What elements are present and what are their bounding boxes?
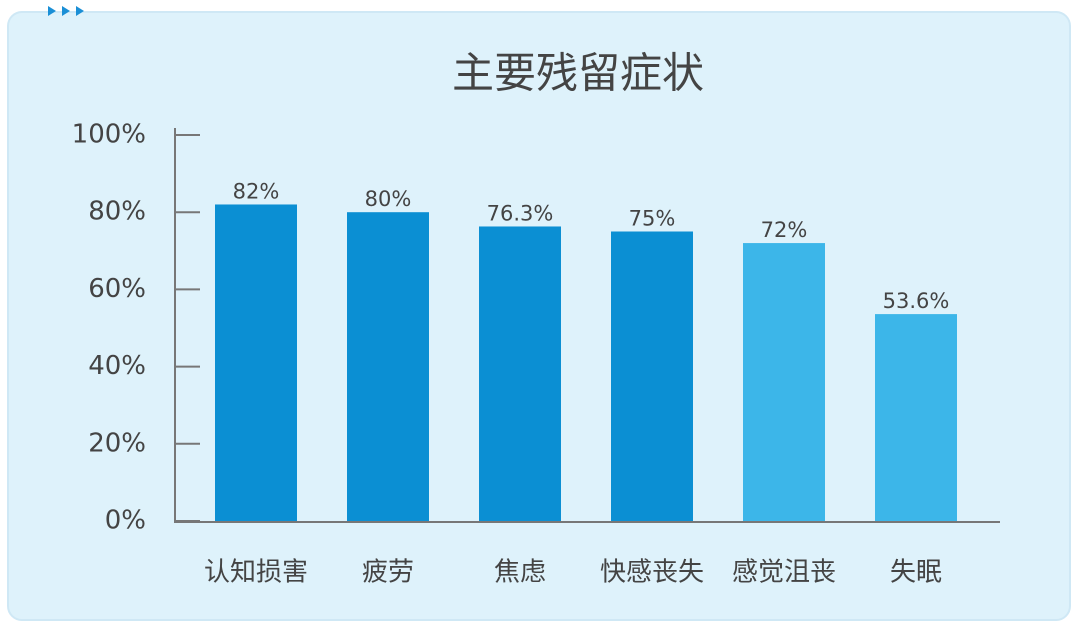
value-label: 80% [365,187,412,211]
decor [76,6,84,16]
x-tick-label: 疲劳 [362,558,414,588]
value-label: 82% [233,179,280,203]
bar [479,226,561,521]
x-tick-label: 快感丧失 [600,558,704,588]
y-tick-label: 60% [88,274,146,304]
y-tick-label: 0% [105,506,146,536]
y-tick-label: 80% [88,197,146,227]
x-tick-label: 认知损害 [204,558,308,588]
y-tick-label: 20% [88,428,146,458]
value-label: 72% [761,218,808,242]
bar [875,314,957,521]
y-tick-label: 100% [72,120,146,150]
decor [48,6,56,16]
x-tick-label: 失眠 [890,558,942,588]
bar [743,243,825,521]
y-tick-label: 40% [88,351,146,381]
value-label: 75% [629,207,676,231]
value-label: 53.6% [883,289,950,313]
decor [62,6,70,16]
bar [215,204,297,522]
bar [347,212,429,521]
x-tick-label: 感觉沮丧 [732,558,836,588]
bar [611,231,693,521]
x-tick-label: 焦虑 [494,558,546,588]
value-label: 76.3% [487,201,554,225]
chart-title: 主要残留症状 [452,49,704,98]
